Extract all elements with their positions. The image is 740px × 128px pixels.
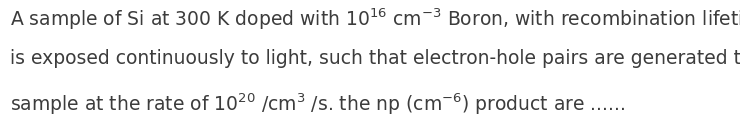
Text: A sample of Si at 300 K doped with $10^{16}$ cm$^{-3}$ Boron, with recombination: A sample of Si at 300 K doped with $10^{…	[10, 6, 740, 32]
Text: is exposed continuously to light, such that electron-hole pairs are generated th: is exposed continuously to light, such t…	[10, 49, 740, 68]
Text: sample at the rate of $10^{20}$ /cm$^{3}$ /s. the np (cm$^{-6}$) product are ...: sample at the rate of $10^{20}$ /cm$^{3}…	[10, 92, 625, 117]
